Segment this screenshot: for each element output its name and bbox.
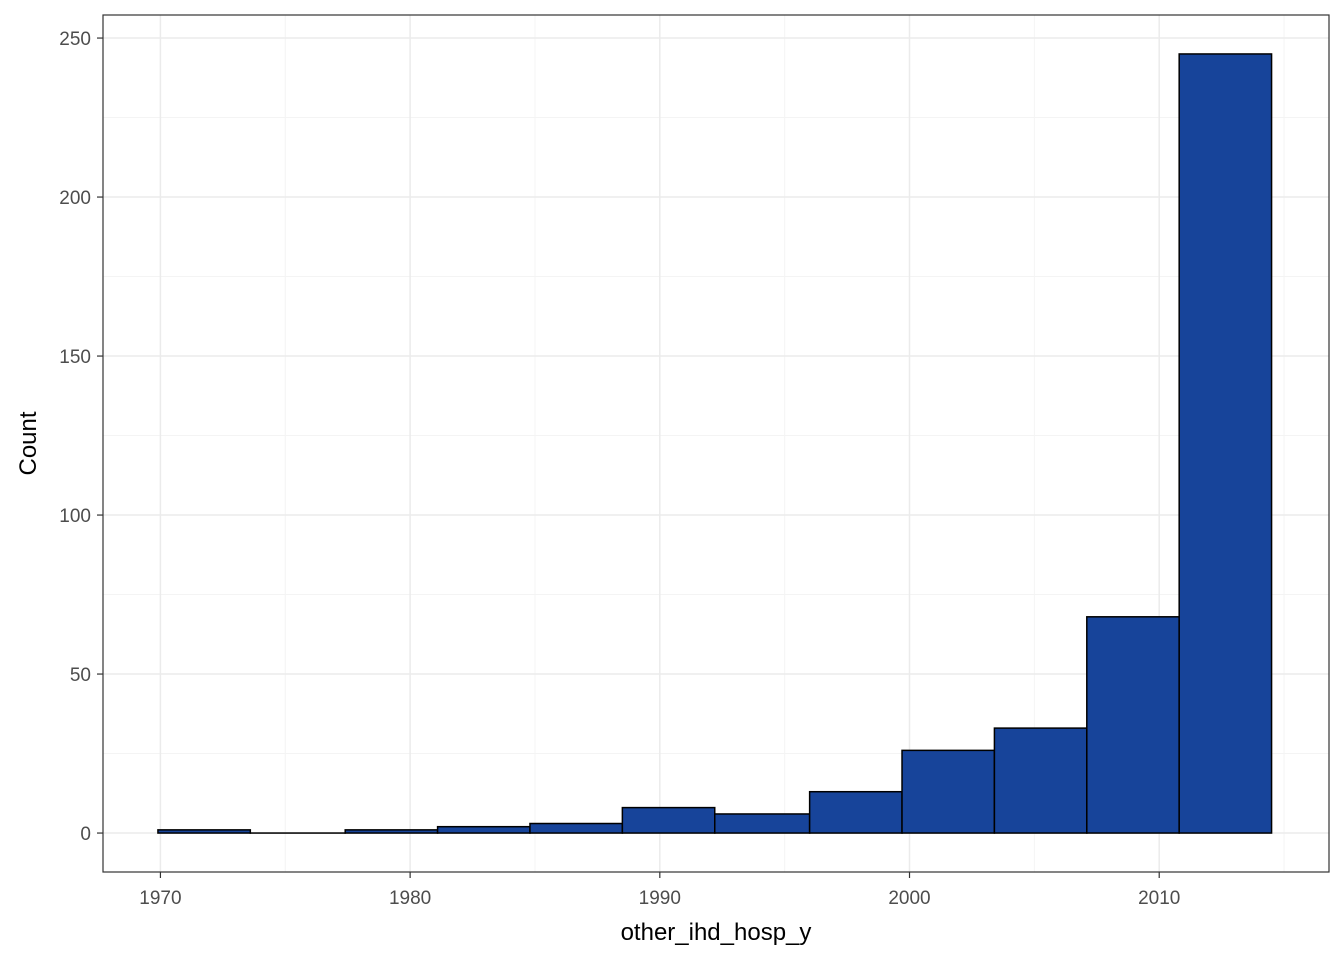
- y-tick-label: 250: [59, 29, 91, 50]
- x-tick-label: 2000: [888, 888, 930, 909]
- histogram-bar: [902, 750, 994, 833]
- y-tick-label: 50: [70, 665, 91, 686]
- y-tick-label: 100: [59, 506, 91, 527]
- y-axis-title: Count: [15, 411, 42, 475]
- histogram-bar: [158, 830, 250, 833]
- histogram-bar: [1087, 617, 1179, 833]
- x-axis-title: other_ihd_hosp_y: [621, 919, 812, 946]
- x-tick-label: 1970: [139, 888, 181, 909]
- histogram-bar: [622, 808, 714, 833]
- y-tick-label: 150: [59, 347, 91, 368]
- x-tick-label: 2010: [1138, 888, 1180, 909]
- y-tick-label: 0: [80, 824, 91, 845]
- histogram-bar: [715, 814, 810, 833]
- histogram-bar: [810, 792, 902, 833]
- histogram-bar: [345, 830, 437, 833]
- y-tick-label: 200: [59, 188, 91, 209]
- x-tick-label: 1990: [639, 888, 681, 909]
- x-tick-label: 1980: [389, 888, 431, 909]
- histogram-bar: [438, 827, 530, 833]
- histogram-bar: [1179, 54, 1271, 833]
- histogram-bar: [530, 824, 622, 834]
- histogram-bar: [994, 728, 1086, 833]
